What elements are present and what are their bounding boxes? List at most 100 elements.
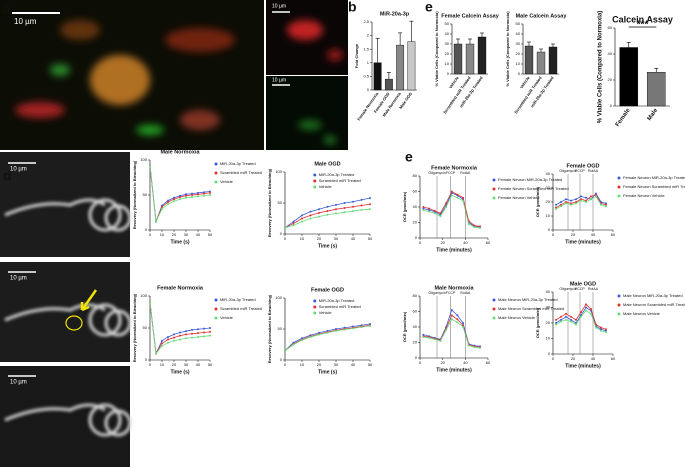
chart-title: Female Calcein Assay bbox=[441, 13, 500, 19]
data-point bbox=[575, 198, 577, 201]
scale-label: 10 µm bbox=[14, 17, 37, 26]
data-point bbox=[360, 204, 363, 207]
data-point bbox=[428, 210, 431, 213]
data-point bbox=[161, 205, 163, 208]
panel-label: a bbox=[3, 1, 11, 17]
x-tick-label: 0 bbox=[552, 232, 555, 237]
y-tick-label: 100 bbox=[140, 293, 147, 298]
y-tick-label: 20 bbox=[413, 220, 418, 225]
scale-label: 10 µm bbox=[272, 77, 286, 83]
legend-label: Scrambled miR Treated bbox=[220, 306, 262, 311]
data-point bbox=[197, 335, 199, 338]
data-point bbox=[209, 194, 211, 196]
data-point bbox=[185, 194, 187, 197]
x-tick-label: 40 bbox=[591, 356, 596, 361]
y-tick-label: 50 bbox=[278, 200, 283, 205]
y-tick-label: 40 bbox=[546, 289, 551, 294]
y-axis-label: OCR (pmol/min) bbox=[535, 186, 540, 217]
legend-label: Scrambled miR Treated bbox=[319, 304, 361, 309]
data-point bbox=[191, 196, 193, 199]
data-point bbox=[292, 220, 295, 223]
data-point bbox=[167, 335, 169, 338]
data-point bbox=[570, 320, 572, 323]
data-point bbox=[173, 200, 175, 203]
legend-marker bbox=[214, 171, 218, 175]
y-tick-label: 80 bbox=[413, 173, 418, 178]
x-axis-label: Time (minutes) bbox=[565, 239, 601, 245]
legend-label: Male Neuron MiR-20a-3p Treated bbox=[623, 293, 683, 298]
data-point bbox=[173, 333, 175, 336]
x-tick-label: 40 bbox=[351, 362, 356, 367]
data-point bbox=[585, 199, 587, 202]
data-point bbox=[179, 196, 181, 199]
data-point bbox=[209, 327, 211, 329]
data-point bbox=[450, 194, 453, 197]
data-point bbox=[462, 322, 465, 325]
data-point bbox=[450, 314, 453, 317]
x-tick-label: 50 bbox=[208, 362, 213, 367]
y-tick-label: 0 bbox=[145, 357, 148, 362]
y-tick-label: 0 bbox=[367, 87, 370, 92]
data-point bbox=[161, 208, 163, 210]
event-label: Oligomycin bbox=[428, 171, 445, 175]
data-point bbox=[565, 318, 567, 321]
bar bbox=[548, 46, 558, 75]
chart-title: MiR-20a-3p bbox=[380, 11, 410, 17]
data-point bbox=[560, 201, 562, 203]
scale-label: 10 µm bbox=[272, 3, 286, 9]
data-point bbox=[301, 214, 303, 217]
data-point bbox=[203, 327, 205, 330]
data-point bbox=[191, 192, 193, 195]
legend-label: Male Neuron MiR-20a-3p Treated bbox=[498, 297, 558, 302]
y-tick-label: 10 bbox=[445, 61, 450, 66]
data-point bbox=[445, 202, 448, 205]
y-tick-label: 60 bbox=[413, 189, 418, 194]
data-point bbox=[352, 210, 354, 213]
x-axis-label: Time (s) bbox=[318, 369, 337, 375]
x-tick-label: 30 bbox=[334, 236, 339, 241]
data-point bbox=[565, 312, 567, 315]
data-point bbox=[179, 194, 181, 197]
data-point bbox=[439, 339, 442, 342]
x-tick-label: 0 bbox=[149, 362, 152, 367]
y-axis-label: OCR (pmol/min) bbox=[535, 307, 540, 338]
event-label: FCCP bbox=[446, 171, 456, 175]
data-point bbox=[590, 312, 592, 315]
data-point bbox=[595, 194, 597, 196]
data-point bbox=[450, 308, 453, 311]
legend-marker bbox=[617, 294, 621, 298]
y-axis-label: Recovery (Normalized to Bleaching) bbox=[132, 293, 137, 362]
data-point bbox=[422, 209, 425, 212]
data-point bbox=[149, 301, 151, 304]
data-point bbox=[335, 203, 337, 206]
data-point bbox=[605, 203, 607, 206]
data-point bbox=[179, 338, 181, 341]
data-point bbox=[580, 311, 582, 314]
data-point bbox=[565, 315, 567, 318]
x-tick-label: Female bbox=[615, 107, 632, 128]
legend-label: Vehicle bbox=[220, 179, 234, 184]
data-point bbox=[585, 201, 587, 203]
event-label: Oligomycin bbox=[428, 291, 445, 295]
series-line bbox=[423, 318, 481, 349]
data-point bbox=[203, 192, 205, 195]
data-point bbox=[360, 326, 363, 329]
data-point bbox=[209, 334, 211, 337]
data-point bbox=[191, 336, 193, 339]
bar bbox=[646, 71, 666, 107]
legend-marker bbox=[313, 173, 317, 177]
data-point bbox=[203, 335, 205, 338]
data-point bbox=[335, 208, 337, 211]
data-point bbox=[197, 332, 199, 335]
legend-marker bbox=[313, 185, 317, 189]
series-line bbox=[284, 324, 371, 352]
data-point bbox=[565, 201, 567, 203]
data-point bbox=[343, 202, 346, 204]
data-point bbox=[352, 200, 354, 203]
data-point bbox=[203, 191, 205, 194]
chart-title: Male Calcein Assay bbox=[516, 13, 568, 19]
data-point bbox=[318, 215, 320, 218]
data-point bbox=[605, 331, 607, 334]
y-tick-label: 0 bbox=[610, 103, 613, 108]
